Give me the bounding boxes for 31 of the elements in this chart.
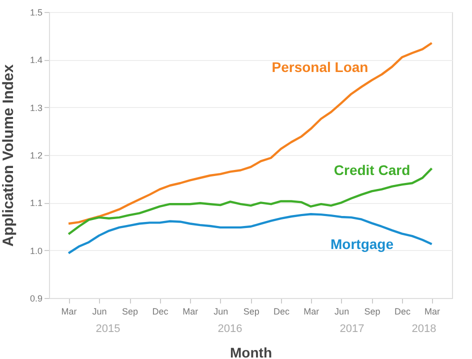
line-series [67,213,433,254]
x-tick-label: Jun [334,306,350,316]
x-tick-label: Dec [394,306,411,316]
series-label: Personal Loan [272,59,368,75]
x-tick-label: Sep [122,306,138,316]
text: 2016 [218,323,242,335]
x-tick-label: Sep [243,306,260,316]
x-tick-label: Mar [182,306,198,316]
x-tick-label: Jun [92,306,107,316]
series-label: Mortgage [330,236,394,252]
y-tick-label: 1.5 [30,8,42,18]
series-label: Credit Card [334,162,410,178]
x-tick-label: Dec [152,306,169,316]
text: 2018 [412,323,436,335]
x-tick-label: Sep [364,306,380,316]
y-axis-title: Application Volume Index [0,64,17,247]
y-tick-label: 1.3 [30,102,42,113]
x-tick-label: Mar [304,306,320,316]
x-tick-label: Jun [214,306,228,316]
x-tick-label: Mar [424,306,440,316]
text: 2015 [96,323,120,335]
x-axis-title: Month [230,344,272,359]
y-tick-label: 1.4 [30,55,42,66]
x-tick-label: Mar [61,306,77,316]
y-tick-label: 1.2 [30,150,42,160]
line-series [67,42,433,225]
text: 2017 [340,323,364,335]
y-tick-label: 1.1 [30,198,42,208]
y-tick-label: 1.0 [30,246,42,256]
x-tick-label: Dec [273,306,290,316]
y-tick-label: 0.9 [30,294,42,304]
